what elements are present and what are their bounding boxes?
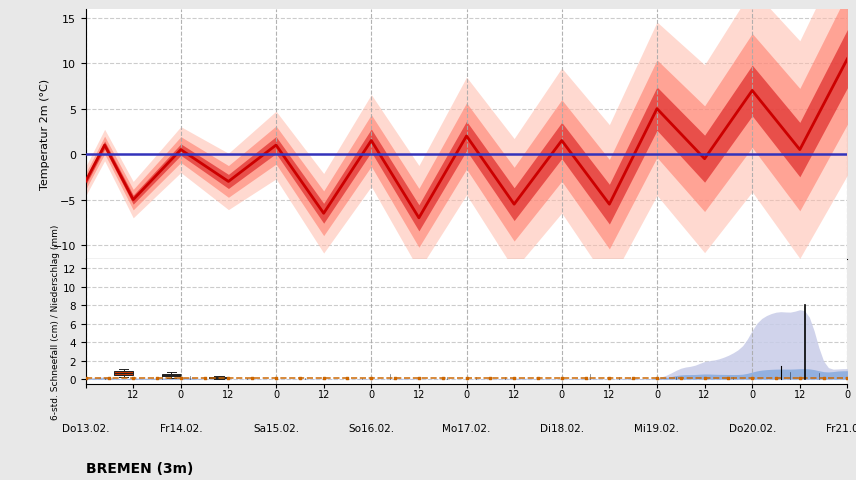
Point: [317, 375, 330, 383]
Point: [698, 375, 711, 383]
Text: Do20.02.: Do20.02.: [728, 423, 776, 433]
Point: [436, 375, 449, 383]
Text: Fr14.02.: Fr14.02.: [159, 423, 202, 433]
Point: [246, 375, 259, 383]
Text: Di18.02.: Di18.02.: [539, 423, 584, 433]
PathPatch shape: [210, 377, 229, 378]
Point: [293, 375, 306, 383]
Point: [770, 375, 783, 383]
Point: [508, 375, 521, 383]
Point: [746, 375, 759, 383]
Point: [222, 375, 235, 383]
Point: [627, 375, 640, 383]
Point: [841, 375, 854, 383]
Point: [103, 375, 116, 383]
Point: [79, 375, 92, 383]
PathPatch shape: [114, 371, 134, 375]
Text: Sa15.02.: Sa15.02.: [253, 423, 299, 433]
Point: [174, 375, 187, 383]
Point: [579, 375, 592, 383]
Point: [722, 375, 735, 383]
Text: So16.02.: So16.02.: [348, 423, 395, 433]
Point: [365, 375, 378, 383]
Point: [198, 375, 211, 383]
PathPatch shape: [162, 374, 181, 377]
Text: Mo17.02.: Mo17.02.: [443, 423, 490, 433]
Point: [484, 375, 497, 383]
Y-axis label: 6-std. Schneefall (cm) / Niederschlag (mm): 6-std. Schneefall (cm) / Niederschlag (m…: [51, 224, 60, 419]
Text: Fr21.02.: Fr21.02.: [826, 423, 856, 433]
Point: [412, 375, 425, 383]
Point: [555, 375, 568, 383]
Text: BREMEN (3m): BREMEN (3m): [86, 461, 193, 475]
Point: [389, 375, 402, 383]
Y-axis label: Temperatur 2m (°C): Temperatur 2m (°C): [39, 79, 50, 190]
Point: [460, 375, 473, 383]
Point: [793, 375, 806, 383]
Point: [531, 375, 544, 383]
Point: [603, 375, 616, 383]
Point: [674, 375, 687, 383]
Point: [127, 375, 140, 383]
Text: Mi19.02.: Mi19.02.: [634, 423, 680, 433]
Point: [817, 375, 830, 383]
Point: [341, 375, 354, 383]
Text: Do13.02.: Do13.02.: [62, 423, 110, 433]
Point: [269, 375, 282, 383]
Point: [150, 375, 163, 383]
Point: [651, 375, 664, 383]
